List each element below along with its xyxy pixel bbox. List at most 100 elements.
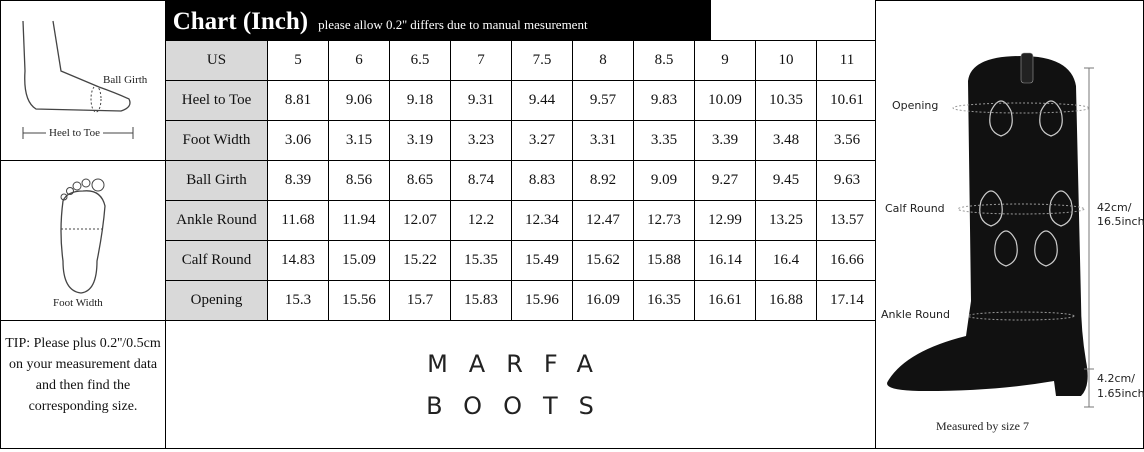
table-cell: 8.74 — [450, 160, 512, 201]
chart-subtitle: please allow 0.2'' differs due to manual… — [318, 17, 588, 32]
row-label: Foot Width — [165, 120, 268, 161]
table-cell: 9.44 — [511, 80, 573, 121]
table-cell: 6 — [328, 40, 390, 81]
table-cell: 3.35 — [633, 120, 695, 161]
table-cell: 9 — [694, 40, 756, 81]
row-label: Heel to Toe — [165, 80, 268, 121]
foot-width-label: Foot Width — [53, 297, 103, 309]
table-cell: 7 — [450, 40, 512, 81]
table-cell: 3.27 — [511, 120, 573, 161]
heel-to-toe-label: Heel to Toe — [46, 127, 103, 139]
table-cell: 8.65 — [389, 160, 451, 201]
table-cell: 12.99 — [694, 200, 756, 241]
foot-sole-diagram: Foot Width — [0, 160, 166, 321]
table-row: Ball Girth 8.39 8.56 8.65 8.74 8.83 8.92 9.09 9.… — [165, 160, 878, 201]
table-cell: 10.61 — [816, 80, 878, 121]
table-cell: 10.09 — [694, 80, 756, 121]
table-cell: 12.73 — [633, 200, 695, 241]
table-cell: 16.61 — [694, 280, 756, 321]
foot-side-diagram: Ball Girth Heel to Toe — [0, 0, 166, 161]
table-cell: 17.14 — [816, 280, 878, 321]
row-label: Ankle Round — [165, 200, 268, 241]
table-row: Opening 15.3 15.56 15.7 15.83 15.96 16.09 16.35… — [165, 280, 878, 321]
table-cell: 3.23 — [450, 120, 512, 161]
table-cell: 6.5 — [389, 40, 451, 81]
shaft-height-line2: 16.5inch — [1097, 215, 1144, 228]
table-cell: 15.56 — [328, 280, 390, 321]
heel-height-line2: 1.65inch — [1097, 387, 1144, 400]
table-cell: 10.35 — [755, 80, 817, 121]
table-cell: 16.66 — [816, 240, 878, 281]
row-label: US — [165, 40, 268, 81]
table-row: Ankle Round 11.68 11.94 12.07 12.2 12.34 12.47… — [165, 200, 878, 241]
ankle-round-label: Ankle Round — [881, 308, 950, 321]
brand-logo: MARFA BOOTS — [165, 320, 876, 449]
table-row: Calf Round 14.83 15.09 15.22 15.35 15.49 15.62… — [165, 240, 878, 281]
table-cell: 15.22 — [389, 240, 451, 281]
table-cell: 9.06 — [328, 80, 390, 121]
table-cell: 8.83 — [511, 160, 573, 201]
table-cell: 16.09 — [572, 280, 634, 321]
table-cell: 12.07 — [389, 200, 451, 241]
table-cell: 3.39 — [694, 120, 756, 161]
table-cell: 15.49 — [511, 240, 573, 281]
table-cell: 15.62 — [572, 240, 634, 281]
size-table: US 5 6 6.5 7 7.5 8 8.5 9 10 11 Heel to Toe 8.81 9.06 9… — [165, 40, 878, 321]
table-cell: 9.27 — [694, 160, 756, 201]
boot-caption: Measured by size 7 — [936, 419, 1029, 433]
table-cell: 9.63 — [816, 160, 878, 201]
table-cell: 9.57 — [572, 80, 634, 121]
table-cell: 16.14 — [694, 240, 756, 281]
table-cell: 15.35 — [450, 240, 512, 281]
table-cell: 8.81 — [267, 80, 329, 121]
table-cell: 10 — [755, 40, 817, 81]
ball-girth-label: Ball Girth — [103, 74, 148, 86]
table-cell: 8.39 — [267, 160, 329, 201]
table-row: US 5 6 6.5 7 7.5 8 8.5 9 10 11 — [165, 40, 878, 81]
shaft-height-line1: 42cm/ — [1097, 201, 1132, 214]
opening-label: Opening — [892, 99, 939, 112]
table-cell: 11.94 — [328, 200, 390, 241]
table-cell: 14.83 — [267, 240, 329, 281]
table-cell: 5 — [267, 40, 329, 81]
table-cell: 12.47 — [572, 200, 634, 241]
boot-diagram: Opening Calf Round Ankle Round 42cm/ 16.… — [875, 0, 1144, 449]
table-cell: 9.18 — [389, 80, 451, 121]
boot-icon — [887, 52, 1094, 408]
table-cell: 8.92 — [572, 160, 634, 201]
table-cell: 3.48 — [755, 120, 817, 161]
table-cell: 16.4 — [755, 240, 817, 281]
table-cell: 8 — [572, 40, 634, 81]
table-cell: 16.35 — [633, 280, 695, 321]
logo-line-2: BOOTS — [426, 391, 615, 420]
heel-height-line1: 4.2cm/ — [1097, 372, 1135, 385]
table-cell: 9.09 — [633, 160, 695, 201]
table-cell: 8.5 — [633, 40, 695, 81]
logo-line-1: MARFA — [427, 349, 614, 378]
table-cell: 3.19 — [389, 120, 451, 161]
table-cell: 3.31 — [572, 120, 634, 161]
table-cell: 8.56 — [328, 160, 390, 201]
table-cell: 15.3 — [267, 280, 329, 321]
row-label: Ball Girth — [165, 160, 268, 201]
table-cell: 13.25 — [755, 200, 817, 241]
table-cell: 3.56 — [816, 120, 878, 161]
table-cell: 12.34 — [511, 200, 573, 241]
table-cell: 15.88 — [633, 240, 695, 281]
calf-round-label: Calf Round — [885, 202, 945, 215]
table-cell: 3.15 — [328, 120, 390, 161]
row-label: Calf Round — [165, 240, 268, 281]
table-cell: 15.96 — [511, 280, 573, 321]
table-cell: 15.83 — [450, 280, 512, 321]
table-cell: 9.31 — [450, 80, 512, 121]
table-cell: 12.2 — [450, 200, 512, 241]
table-cell: 9.45 — [755, 160, 817, 201]
table-cell: 9.83 — [633, 80, 695, 121]
table-row: Foot Width 3.06 3.15 3.19 3.23 3.27 3.31 3.35 3.… — [165, 120, 878, 161]
row-label: Opening — [165, 280, 268, 321]
table-cell: 15.09 — [328, 240, 390, 281]
table-cell: 13.57 — [816, 200, 878, 241]
tip-text: TIP: Please plus 0.2''/0.5cm on your mea… — [0, 320, 166, 449]
table-cell: 11 — [816, 40, 878, 81]
table-cell: 3.06 — [267, 120, 329, 161]
